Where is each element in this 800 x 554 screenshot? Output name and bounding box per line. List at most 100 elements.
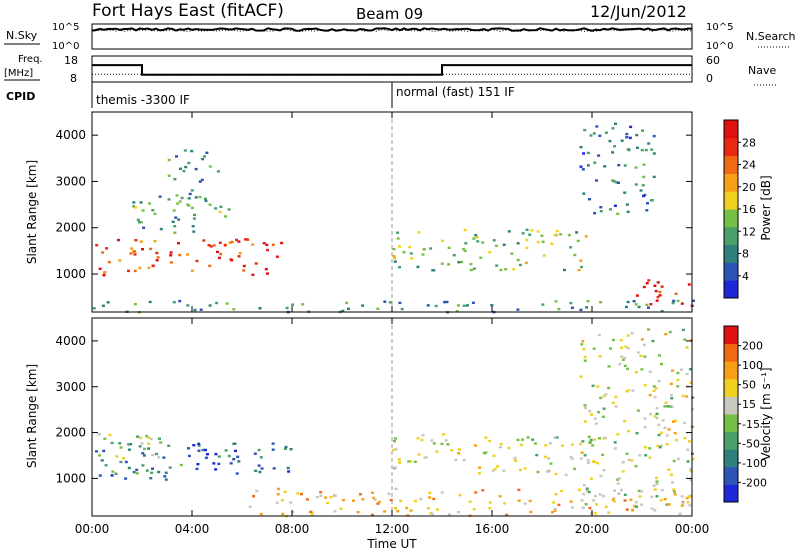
data-cell: [130, 247, 134, 250]
data-cell: [140, 442, 144, 445]
data-cell: [667, 503, 671, 506]
data-cell: [477, 472, 481, 475]
data-cell: [672, 488, 676, 491]
data-cell: [178, 200, 182, 203]
data-cell: [592, 132, 596, 135]
data-cell: [153, 239, 157, 243]
data-cell: [188, 192, 192, 196]
data-cell: [691, 396, 695, 399]
data-cell: [394, 487, 398, 491]
data-cell: [393, 437, 397, 440]
data-cell: [588, 409, 592, 413]
freq-label-line1: Freq.: [18, 54, 43, 65]
colorbar-swatch: [724, 209, 738, 228]
data-cell: [602, 407, 606, 410]
data-cell: [637, 489, 641, 493]
data-cell: [333, 494, 337, 498]
data-cell: [683, 421, 687, 425]
data-cell: [272, 467, 276, 470]
data-cell: [225, 302, 229, 305]
data-cell: [613, 180, 617, 183]
data-cell: [648, 393, 652, 397]
data-cell: [417, 453, 421, 456]
data-cell: [603, 436, 607, 439]
data-cell: [613, 441, 617, 444]
data-cell: [469, 262, 473, 266]
power-panel: 1000 2000 3000 4000 Slant Range [km] 4 8 12 16…: [25, 111, 773, 314]
data-cell: [498, 445, 502, 449]
data-cell: [571, 443, 574, 446]
data-cell: [142, 226, 146, 229]
data-cell: [423, 456, 427, 459]
data-cell: [184, 165, 188, 169]
data-cell: [667, 428, 671, 431]
velocity-colorbar-label: Velocity [m s⁻¹]: [759, 367, 773, 460]
data-cell: [358, 493, 362, 496]
data-cell: [582, 483, 586, 487]
data-cell: [300, 492, 303, 496]
data-cell: [447, 263, 451, 266]
data-cell: [623, 191, 627, 194]
data-cell: [199, 308, 203, 311]
data-cell: [465, 304, 469, 307]
data-cell: [110, 441, 114, 445]
data-cell: [609, 347, 612, 350]
colorbar-frame: [723, 325, 739, 503]
data-cell: [276, 493, 280, 496]
colorbar-swatch: [724, 431, 738, 450]
data-cell: [599, 474, 603, 478]
data-cell: [659, 444, 663, 447]
data-cell: [141, 452, 145, 455]
data-cell: [510, 252, 514, 255]
data-cell: [173, 231, 177, 234]
data-cell: [499, 268, 503, 272]
data-cell: [388, 301, 392, 304]
data-cell: [593, 512, 597, 515]
data-cell: [583, 128, 587, 132]
data-cell: [583, 359, 587, 362]
data-cell: [182, 169, 186, 173]
data-cell: [652, 484, 656, 487]
data-cell: [352, 499, 355, 502]
data-cell: [611, 151, 615, 154]
data-cell: [599, 396, 603, 400]
data-cell: [478, 466, 481, 469]
data-cell: [616, 433, 620, 436]
data-cell: [495, 465, 499, 468]
data-cell: [626, 334, 630, 337]
data-cell: [593, 417, 597, 420]
data-cell: [398, 461, 401, 464]
data-cell: [448, 513, 451, 516]
data-cell: [227, 454, 231, 458]
data-cell: [114, 472, 118, 475]
data-cell: [573, 253, 577, 257]
data-cell: [145, 469, 149, 472]
data-cell: [151, 264, 155, 267]
data-cell: [469, 268, 473, 272]
data-cell: [409, 252, 413, 255]
colorbar-tick-label: -100: [742, 457, 767, 470]
data-cell: [387, 492, 391, 496]
data-cell: [179, 167, 182, 170]
data-cell: [613, 489, 616, 492]
data-cell: [179, 463, 183, 467]
data-cell: [655, 476, 659, 480]
data-cell: [646, 202, 649, 205]
data-cell: [440, 262, 444, 265]
data-cell: [588, 506, 592, 510]
data-cell: [285, 306, 289, 310]
data-cell: [504, 268, 508, 271]
data-cell: [688, 504, 692, 507]
data-cell: [444, 439, 448, 442]
data-cell: [529, 510, 533, 514]
colorbar-swatch: [724, 280, 738, 299]
data-cell: [595, 125, 599, 128]
data-cell: [452, 254, 456, 257]
data-cell: [592, 499, 596, 502]
colorbar-swatch: [724, 173, 738, 192]
data-cell: [677, 457, 680, 461]
data-cell: [604, 393, 608, 396]
data-cell: [583, 355, 587, 359]
data-cell: [471, 301, 475, 304]
data-cell: [596, 462, 600, 465]
